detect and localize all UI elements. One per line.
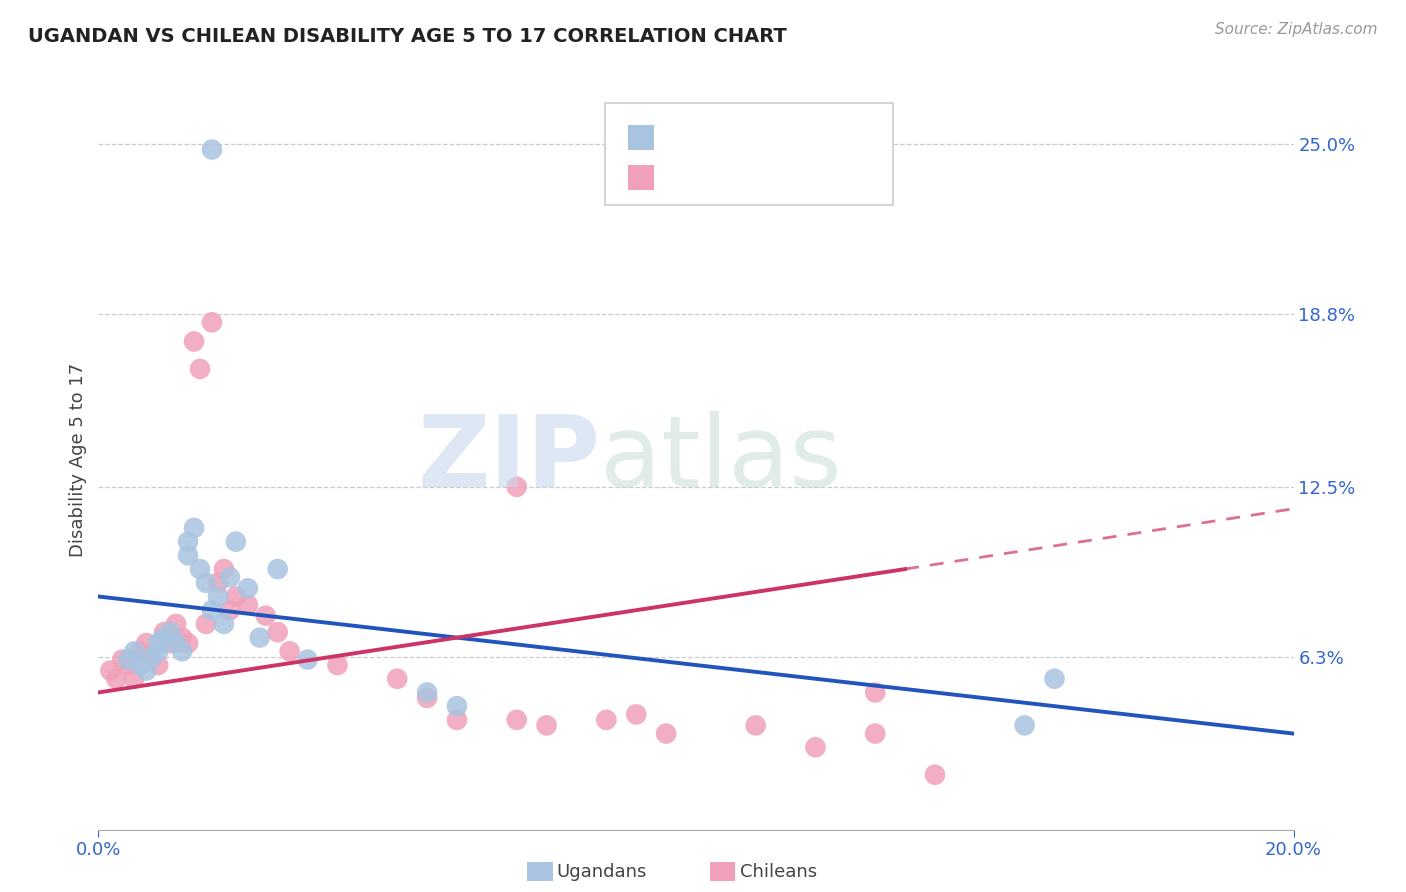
Point: [141, 649, 163, 664]
Point: [506, 713, 529, 727]
Point: [595, 713, 617, 727]
Point: [172, 631, 194, 645]
Point: [446, 699, 468, 714]
Point: [267, 562, 290, 576]
Point: [177, 549, 200, 563]
Text: atlas: atlas: [600, 411, 842, 508]
Point: [219, 603, 242, 617]
Point: [207, 575, 229, 590]
Point: [195, 616, 218, 631]
Text: -0.128: -0.128: [707, 128, 765, 146]
Point: [117, 652, 139, 666]
Point: [278, 644, 301, 658]
Point: [865, 726, 887, 740]
Point: [385, 672, 409, 686]
Text: 0.112: 0.112: [707, 169, 758, 186]
Point: [124, 644, 146, 658]
Point: [212, 562, 235, 576]
Text: ZIP: ZIP: [418, 411, 600, 508]
Point: [177, 636, 200, 650]
Point: [148, 658, 170, 673]
Point: [416, 690, 439, 705]
Point: [159, 636, 181, 650]
Point: [129, 644, 152, 658]
Y-axis label: Disability Age 5 to 17: Disability Age 5 to 17: [69, 362, 87, 557]
Text: Source: ZipAtlas.com: Source: ZipAtlas.com: [1215, 22, 1378, 37]
Point: [188, 562, 211, 576]
Point: [225, 534, 247, 549]
Point: [225, 590, 247, 604]
Point: [183, 334, 205, 349]
Point: [135, 636, 157, 650]
Text: Ugandans: Ugandans: [557, 863, 647, 881]
Point: [141, 649, 163, 664]
Point: [212, 616, 235, 631]
Point: [236, 581, 259, 595]
Point: [111, 652, 134, 666]
Point: [626, 707, 648, 722]
Point: [129, 658, 152, 673]
Point: [98, 664, 122, 678]
Point: [148, 636, 170, 650]
Point: [506, 480, 529, 494]
Point: [249, 631, 271, 645]
Text: R =: R =: [665, 169, 704, 186]
Point: [159, 625, 181, 640]
Point: [416, 685, 439, 699]
Point: [207, 590, 229, 604]
Point: [201, 603, 224, 617]
Point: [804, 740, 827, 755]
Point: [219, 570, 242, 584]
Point: [254, 608, 277, 623]
Point: [745, 718, 768, 732]
Text: 30: 30: [823, 128, 845, 146]
Point: [1043, 672, 1066, 686]
Point: [536, 718, 558, 732]
Point: [195, 575, 218, 590]
Point: [924, 768, 946, 782]
Text: Chileans: Chileans: [740, 863, 817, 881]
Point: [236, 598, 259, 612]
Point: [135, 664, 157, 678]
Point: [124, 672, 146, 686]
Text: R =: R =: [665, 128, 704, 146]
Point: [297, 652, 319, 666]
Point: [865, 685, 887, 699]
Point: [326, 658, 349, 673]
Text: UGANDAN VS CHILEAN DISABILITY AGE 5 TO 17 CORRELATION CHART: UGANDAN VS CHILEAN DISABILITY AGE 5 TO 1…: [28, 27, 787, 45]
Point: [153, 631, 176, 645]
Point: [201, 315, 224, 329]
Point: [172, 644, 194, 658]
Point: [177, 534, 200, 549]
Text: N =: N =: [780, 128, 820, 146]
Point: [188, 362, 211, 376]
Point: [148, 644, 170, 658]
Point: [267, 625, 290, 640]
Point: [153, 625, 176, 640]
Point: [165, 636, 187, 650]
Text: N =: N =: [780, 169, 820, 186]
Point: [117, 658, 139, 673]
Point: [1014, 718, 1036, 732]
Point: [446, 713, 468, 727]
Point: [655, 726, 678, 740]
Point: [183, 521, 205, 535]
Point: [105, 672, 128, 686]
Text: 41: 41: [823, 169, 845, 186]
Point: [165, 616, 187, 631]
Point: [201, 143, 224, 157]
